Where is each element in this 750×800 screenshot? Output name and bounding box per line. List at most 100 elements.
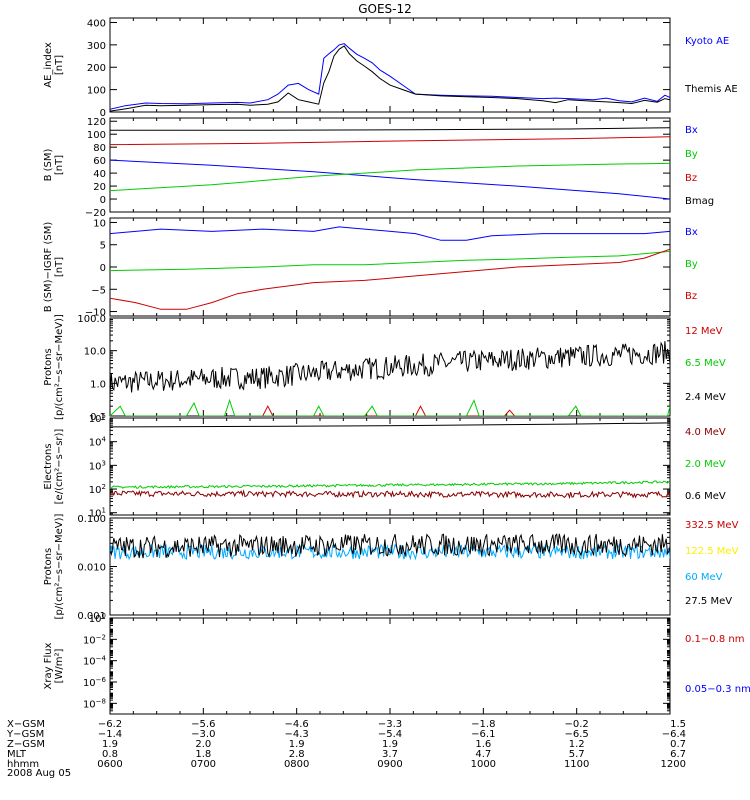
y-tick-label: 60 <box>93 156 106 167</box>
panel-frame <box>109 417 671 516</box>
series-line-bx <box>110 159 670 200</box>
x-row-value: 0800 <box>284 759 309 770</box>
legend-entry: Bmag <box>685 196 714 207</box>
y-tick-label: 10−6 <box>83 676 107 689</box>
legend-entry: 60 MeV <box>685 572 723 583</box>
x-row-value: 1.9 <box>102 739 118 750</box>
y-tick-label: 100 <box>89 612 106 625</box>
y-axis-title: [p/(cm²−s−sr−MeV)] <box>54 513 65 619</box>
series-line-6-5-mev <box>110 398 670 416</box>
y-tick-label: 10.0 <box>84 347 106 358</box>
x-row-value: −0.2 <box>565 719 589 730</box>
x-row-value: 1200 <box>661 759 686 770</box>
legend-entry: 12 MeV <box>685 326 723 337</box>
x-row-value: −3.0 <box>191 729 215 740</box>
x-row-value: 2.0 <box>195 739 211 750</box>
y-tick-label: 40 <box>93 169 106 180</box>
x-row-value: −6.5 <box>565 729 589 740</box>
series-line-27-5-mev <box>110 533 670 559</box>
y-tick-label: −5 <box>91 285 106 296</box>
x-row-value: 0.8 <box>102 749 118 760</box>
y-tick-label: 0.001 <box>77 611 106 622</box>
x-row-value: −6.2 <box>98 719 122 730</box>
series-lines <box>110 341 670 416</box>
y-tick-label: 102 <box>89 483 106 496</box>
x-row-value: −4.3 <box>285 729 309 740</box>
series-lines <box>110 43 670 112</box>
y-tick-label: −20 <box>85 208 106 219</box>
x-row-label: Y−GSM <box>6 729 44 740</box>
y-tick-label: 10 <box>93 218 106 229</box>
series-line-bmag <box>110 127 670 131</box>
series-lines <box>110 422 670 500</box>
x-row-value: 1100 <box>564 759 589 770</box>
series-line-themis-ae <box>110 45 670 112</box>
y-tick-label: 100 <box>87 130 106 141</box>
y-axis-title: [W/m²] <box>54 648 65 683</box>
y-tick-label: 0.1 <box>90 412 106 423</box>
x-row-value: −6.4 <box>662 729 686 740</box>
x-row-value: 0700 <box>191 759 216 770</box>
x-row-value: −5.4 <box>378 729 402 740</box>
x-row-value: 0.7 <box>670 739 686 750</box>
series-line-12-mev <box>262 405 516 416</box>
y-axis-title: B (SM) <box>43 148 54 181</box>
legend-entry: Bz <box>685 173 697 184</box>
panel-1: 0 100 200 300 400 AE_index [nT] Kyoto AE Themis … <box>43 17 738 119</box>
y-tick-label: 105 <box>89 412 106 425</box>
y-tick-label: 0.100 <box>77 514 106 525</box>
y-tick-label: 0 <box>100 195 106 206</box>
legend-entry: Bx <box>685 227 698 238</box>
x-row-value: 2.8 <box>289 749 305 760</box>
y-tick-label: 400 <box>87 18 106 29</box>
panel-2: −20 0 20 40 60 80 100 120 B (SM) [nT] Bx By Bz Bmag <box>43 117 714 219</box>
legend-entry: Bx <box>685 125 698 136</box>
x-row-label: hhmm <box>7 759 39 770</box>
y-axis-title: [p/(cm²−s−sr−MeV)] <box>54 314 65 420</box>
series-line-by <box>110 250 670 272</box>
x-row-value: 0900 <box>377 759 402 770</box>
y-tick-label: 10−4 <box>83 655 107 668</box>
panel-frame <box>109 617 671 715</box>
series-line-0-6-mev <box>110 422 670 428</box>
x-row-label: X−GSM <box>7 719 45 730</box>
y-tick-label: 1.0 <box>90 379 106 390</box>
x-row-value: 5.7 <box>569 749 585 760</box>
series-line-by <box>110 162 670 192</box>
panel-4: 0.1 1.0 10.0 100.0 Protons [p/(cm²−s−sr−MeV)]… <box>43 314 726 423</box>
series-line-4-0-mev <box>110 489 670 500</box>
legend-entry: By <box>685 259 698 270</box>
y-axis-title: AE_index <box>43 42 54 88</box>
legend-entry: 2.4 MeV <box>685 392 726 403</box>
x-row-label: MLT <box>7 749 27 760</box>
x-row-value: 1.8 <box>195 749 211 760</box>
legend-entry: Bz <box>685 291 697 302</box>
y-tick-label: 80 <box>93 143 106 154</box>
x-row-value: −1.8 <box>471 719 495 730</box>
series-lines <box>110 533 670 561</box>
x-row-value: −1.4 <box>98 729 122 740</box>
y-tick-label: 10−2 <box>83 633 106 646</box>
y-tick-label: 120 <box>87 117 106 128</box>
series-line-2-0-mev <box>110 480 670 489</box>
y-tick-label: 100 <box>87 86 106 97</box>
legend-entry: 0.6 MeV <box>685 491 726 502</box>
y-tick-label: 20 <box>93 182 106 193</box>
panel-frame <box>109 17 671 113</box>
x-row-value: −5.6 <box>191 719 215 730</box>
y-tick-label: 103 <box>89 459 106 472</box>
y-tick-label: 5 <box>100 241 106 252</box>
panel-6: 0.001 0.010 0.100 Protons [p/(cm²−s−sr−MeV)]… <box>43 513 739 622</box>
y-axis-title: [nT] <box>54 155 65 175</box>
y-tick-label: 0 <box>100 108 106 119</box>
x-row-value: 1.9 <box>382 739 398 750</box>
x-row-value: −6.1 <box>471 729 495 740</box>
x-row-value: 1.6 <box>475 739 491 750</box>
x-row-label: Z−GSM <box>7 739 45 750</box>
x-row-value: 1.5 <box>670 719 686 730</box>
panel-7: 10−8 10−6 10−4 10−2 100 Xray Flux [W/m²] 0.1−0.… <box>43 612 750 715</box>
x-row-value: 1000 <box>471 759 496 770</box>
panel-frame <box>109 217 671 317</box>
